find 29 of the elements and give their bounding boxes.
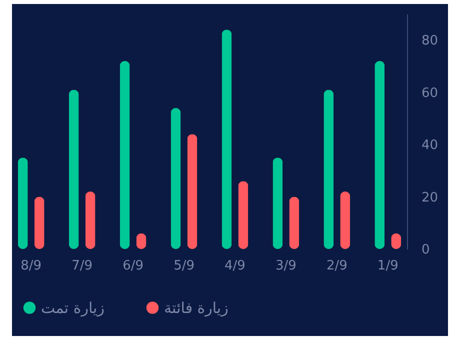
bar: [120, 61, 130, 249]
y-tick-label: 40: [422, 138, 438, 154]
bar: [222, 30, 232, 249]
x-tick-label: 5/9: [174, 258, 194, 274]
bar: [170, 108, 181, 249]
x-tick-label: 3/9: [275, 258, 296, 274]
y-tick-label: 80: [422, 34, 438, 49]
x-tick-label: 6/9: [122, 258, 144, 274]
y-tick-label: 0: [422, 242, 430, 258]
bar: [324, 90, 334, 249]
bar: [68, 90, 79, 249]
bar: [374, 61, 385, 249]
x-tick-label: 4/9: [224, 258, 246, 274]
y-tick-label: 20: [422, 190, 438, 206]
y-tick-label: 60: [422, 86, 438, 101]
x-tick-label: 8/9: [20, 258, 42, 274]
bar: [34, 196, 44, 249]
x-tick-label: 7/9: [72, 258, 93, 274]
bar: [289, 196, 300, 249]
bar: [272, 158, 283, 249]
bar: [238, 181, 248, 249]
bar: [18, 158, 28, 249]
x-tick-label: 2/9: [326, 258, 348, 274]
bar: [187, 134, 198, 249]
x-tick-label: 1/9: [377, 258, 398, 274]
bar: [340, 192, 350, 249]
legend-label: زيارة فائتة: [164, 298, 228, 317]
bar: [85, 192, 96, 249]
legend-label: زيارة تمت: [41, 298, 104, 317]
